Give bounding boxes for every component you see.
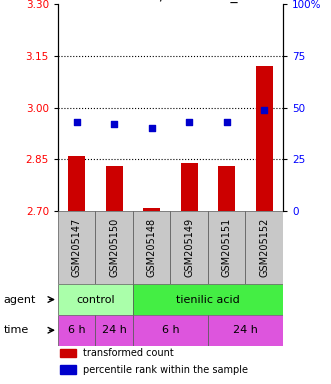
Bar — [106, 166, 122, 211]
Text: time: time — [3, 325, 28, 335]
Text: control: control — [76, 295, 115, 305]
Bar — [208, 315, 283, 346]
Text: GSM205150: GSM205150 — [109, 218, 119, 277]
Bar — [208, 211, 246, 284]
Text: 24 h: 24 h — [233, 325, 258, 335]
Bar — [58, 315, 95, 346]
Bar — [58, 284, 133, 315]
Bar — [133, 315, 208, 346]
Bar — [181, 163, 198, 211]
Bar — [58, 211, 95, 284]
Bar — [143, 208, 160, 211]
Bar — [133, 284, 283, 315]
Text: agent: agent — [3, 295, 36, 305]
Point — [224, 119, 229, 125]
Text: 6 h: 6 h — [68, 325, 85, 335]
Point — [74, 119, 79, 125]
Bar — [246, 211, 283, 284]
Text: GSM205147: GSM205147 — [72, 218, 82, 277]
Bar — [170, 211, 208, 284]
Text: GSM205151: GSM205151 — [222, 218, 232, 277]
Point — [112, 121, 117, 127]
Text: GSM205152: GSM205152 — [259, 218, 269, 277]
Bar — [68, 156, 85, 211]
Bar — [95, 315, 133, 346]
Text: 24 h: 24 h — [102, 325, 127, 335]
Bar — [218, 166, 235, 211]
Point — [187, 119, 192, 125]
Text: transformed count: transformed count — [83, 348, 173, 358]
Text: 6 h: 6 h — [162, 325, 179, 335]
Point — [261, 106, 267, 113]
Point — [149, 125, 154, 131]
Text: GSM205148: GSM205148 — [147, 218, 157, 277]
Text: tienilic acid: tienilic acid — [176, 295, 240, 305]
Bar — [60, 365, 76, 374]
Bar — [133, 211, 170, 284]
Bar — [95, 211, 133, 284]
Title: GDS2863 / 1384783_at: GDS2863 / 1384783_at — [90, 0, 251, 3]
Text: GSM205149: GSM205149 — [184, 218, 194, 277]
Text: percentile rank within the sample: percentile rank within the sample — [83, 365, 248, 375]
Bar — [256, 66, 273, 211]
Bar — [60, 349, 76, 358]
